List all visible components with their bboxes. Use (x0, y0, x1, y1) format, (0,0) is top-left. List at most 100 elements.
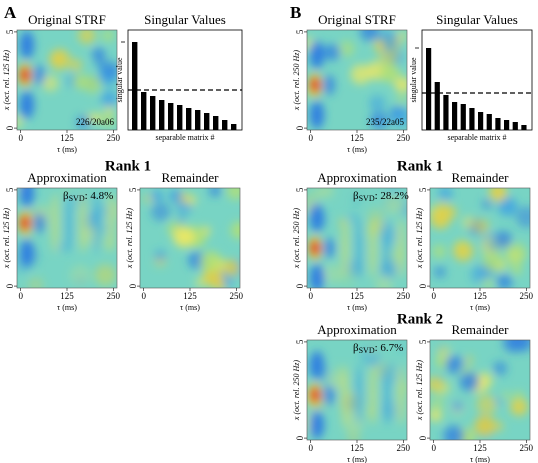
rank-title: Rank 2 (397, 311, 443, 327)
blob (143, 194, 153, 204)
heatmap (307, 188, 407, 288)
blob (493, 361, 508, 376)
blob (20, 31, 34, 59)
y-tick-label: 5 (418, 339, 428, 344)
blob (359, 30, 380, 42)
x-tick-label: 0 (141, 291, 146, 301)
y-tick-label: 5 (128, 187, 138, 192)
blob (24, 232, 33, 241)
blob (310, 204, 324, 232)
blob (17, 116, 24, 129)
blob (151, 189, 163, 202)
blob (397, 218, 405, 278)
beta-symbol: β (353, 190, 359, 202)
bar (478, 112, 484, 130)
y-tick-label: 0 (5, 125, 15, 130)
plot-frame (421, 29, 533, 131)
y-axis-label: x (oct. rel. 125 Hz) (415, 360, 424, 421)
rank-title: Rank 1 (105, 158, 151, 174)
y-tick-label: 5 (295, 339, 305, 344)
blob (310, 264, 324, 288)
blob (91, 112, 102, 123)
blob (383, 365, 391, 425)
heatmap (307, 30, 407, 130)
strf-id: 226/20a06 (76, 117, 114, 127)
blob (511, 263, 522, 275)
blob (20, 239, 34, 267)
blob (57, 242, 68, 253)
x-axis-label: τ (ms) (470, 455, 490, 463)
blob (482, 251, 503, 272)
blob (438, 188, 453, 201)
y-axis-label: x (oct. rel. 125 Hz) (415, 208, 424, 269)
blob (101, 114, 115, 128)
blob (355, 218, 363, 278)
x-tick-label: 250 (107, 291, 121, 301)
blob (337, 269, 357, 288)
blob (443, 425, 465, 440)
blob (173, 226, 195, 248)
plot-title: Remainder (451, 170, 509, 185)
blob (453, 241, 474, 262)
blob (369, 218, 377, 278)
strf-id: 235/22a05 (366, 117, 404, 127)
blob (195, 277, 206, 288)
blob (72, 74, 88, 90)
blob (20, 188, 34, 207)
blob (93, 193, 101, 253)
x-axis-label: separable matrix # (447, 133, 506, 142)
beta-symbol: β (353, 342, 359, 354)
blob (65, 193, 73, 253)
blob (369, 365, 377, 425)
blob (323, 43, 341, 61)
blob (495, 397, 504, 406)
blob (78, 30, 96, 45)
blob (435, 355, 449, 369)
y-axis-label: singular value (409, 57, 418, 103)
blob (101, 30, 115, 43)
blob (92, 47, 106, 61)
plot-title: Remainder (161, 170, 219, 185)
x-tick-label: 250 (520, 443, 534, 453)
blob (33, 213, 45, 233)
y-tick-label: 5 (5, 187, 15, 192)
blob (310, 41, 324, 69)
blob (383, 218, 391, 278)
x-axis-label: τ (ms) (347, 303, 367, 312)
x-tick-label: 0 (308, 133, 313, 143)
bar (168, 103, 174, 130)
heatmap-blobs (307, 341, 407, 440)
blob (430, 396, 444, 411)
heatmap (430, 340, 530, 440)
blob (476, 394, 498, 416)
x-tick-label: 250 (520, 291, 534, 301)
bar (434, 82, 440, 130)
blob (310, 351, 324, 379)
blob (200, 251, 222, 273)
x-tick-label: 125 (183, 291, 197, 301)
blob (341, 218, 349, 278)
y-tick-label: 5 (295, 29, 305, 34)
plot-title: Remainder (451, 322, 509, 337)
blob (462, 215, 476, 230)
x-tick-label: 125 (473, 291, 487, 301)
blob (474, 218, 490, 234)
plot-title: Singular Values (436, 12, 518, 27)
heatmap-blobs (430, 188, 530, 288)
blob (20, 91, 34, 119)
blob (397, 365, 405, 425)
bar (222, 120, 228, 130)
blob (154, 249, 166, 262)
bar (231, 124, 237, 130)
x-axis-label: τ (ms) (347, 145, 367, 154)
blob (208, 188, 222, 197)
blob (75, 114, 92, 130)
y-axis-label: x (oct. rel. 250 Hz) (292, 50, 301, 111)
blob (341, 365, 349, 425)
blob (445, 355, 464, 374)
blob (69, 58, 83, 72)
beta-annotation: βSVD: 28.2% (353, 190, 409, 203)
blob (464, 355, 474, 364)
blob (512, 340, 530, 352)
y-tick-label: 0 (295, 435, 305, 440)
